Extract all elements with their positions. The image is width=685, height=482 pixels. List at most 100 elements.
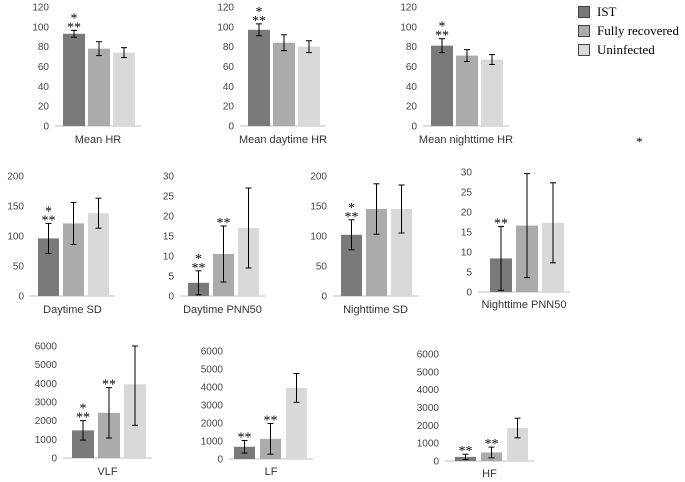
panel-mean-daytime-hr: 0 20 40 60 80 100 120 *** Mean daytime HR [217,3,327,147]
bar-hf-uninfected [507,428,528,461]
legend-item-fully-recovered: Fully recovered [578,21,679,40]
y-tick-label-nighttime-pnn50: 25 [461,188,473,199]
y-tick-label-mean-nighttime-hr: 20 [406,102,418,113]
panel-nighttime-pnn50: 0 5 10 15 20 25 30 ** Nighttime PNN50 [461,168,570,311]
stray-asterisk: * [636,134,643,149]
y-tick-label-daytime-pnn50: 10 [163,252,175,263]
significance-mark-nighttime-sd: ** [345,210,359,225]
y-tick-label-nighttime-sd: 200 [310,172,327,183]
y-tick-label-mean-daytime-hr: 120 [217,3,234,14]
bar-mean-nighttime-hr-fully-recovered [456,55,478,126]
panel-title-mean-hr: Mean HR [75,134,122,146]
y-tick-label-nighttime-sd: 150 [310,202,327,213]
y-tick-label-mean-nighttime-hr: 120 [400,3,417,14]
significance-mark-mean-daytime-hr: ** [252,14,266,29]
panel-daytime-sd: 0 50 100 150 200 *** Daytime SD [7,172,115,316]
y-tick-label-mean-daytime-hr: 20 [223,102,235,113]
panel-mean-hr: 0 20 40 60 80 100 120 *** Mean HR [32,3,141,146]
legend-swatch-uninfected [578,43,590,56]
panel-mean-nighttime-hr: 0 20 40 60 80 100 120 *** Mean nighttime HR [400,3,513,147]
y-tick-label-nighttime-sd: 0 [321,292,327,303]
bar-daytime-sd-ist [38,238,59,296]
y-tick-label-lf: 5000 [201,365,224,376]
y-tick-label-daytime-pnn50: 15 [163,232,175,243]
panel-title-mean-daytime-hr: Mean daytime HR [239,134,327,146]
significance-mark-mean-hr: * [71,11,78,26]
y-tick-label-mean-nighttime-hr: 0 [411,122,417,133]
y-tick-label-vlf: 6000 [35,342,58,353]
y-tick-label-mean-daytime-hr: 100 [217,22,234,33]
y-tick-label-vlf: 0 [51,454,57,465]
y-tick-label-nighttime-pnn50: 20 [461,208,473,219]
significance-mark-mean-nighttime-hr: ** [435,29,449,44]
y-tick-label-nighttime-pnn50: 5 [466,268,472,279]
significance-mark-mean-daytime-hr: * [256,5,263,20]
bar-mean-hr-fully-recovered [88,48,110,126]
significance-mark-lf: ** [264,414,278,429]
significance-mark-daytime-pnn50: ** [192,261,206,276]
panel-title-hf: HF [482,468,497,480]
significance-mark-daytime-sd: * [45,204,52,219]
y-tick-label-hf: 6000 [417,350,440,361]
significance-mark-daytime-sd: ** [42,213,56,228]
panel-title-vlf: VLF [97,466,117,478]
y-tick-label-daytime-sd: 50 [13,262,25,273]
y-tick-label-daytime-pnn50: 0 [168,292,174,303]
significance-mark-lf: ** [238,430,252,445]
significance-mark-nighttime-sd: * [348,201,355,216]
y-tick-label-mean-nighttime-hr: 40 [406,82,418,93]
y-tick-label-vlf: 5000 [35,360,58,371]
significance-mark-vlf: ** [76,411,90,426]
y-tick-label-lf: 6000 [201,347,224,358]
panel-title-nighttime-pnn50: Nighttime PNN50 [482,299,567,311]
legend-label-uninfected: Uninfected [597,41,655,57]
legend-swatch-fully-recovered [578,24,590,37]
bar-mean-daytime-hr-uninfected [298,46,320,126]
bar-nighttime-sd-ist [341,234,362,296]
y-tick-label-lf: 2000 [201,419,224,430]
panel-lf: 0 1000 2000 3000 4000 5000 6000 ** ** LF [201,347,313,478]
bar-nighttime-sd-uninfected [391,209,412,296]
significance-mark-hf: ** [459,444,473,459]
y-tick-label-mean-daytime-hr: 0 [228,122,234,133]
y-tick-label-hf: 4000 [417,385,440,396]
y-tick-label-vlf: 3000 [35,398,58,409]
y-tick-label-hf: 3000 [417,403,440,414]
legend-swatch-ist [578,5,590,18]
bar-nighttime-sd-fully-recovered [366,209,387,296]
y-tick-label-daytime-pnn50: 25 [163,192,175,203]
panel-title-mean-nighttime-hr: Mean nighttime HR [419,134,513,146]
bar-mean-daytime-hr-fully-recovered [273,42,295,127]
y-tick-label-daytime-sd: 0 [18,292,24,303]
y-tick-label-vlf: 1000 [35,435,58,446]
y-tick-label-mean-nighttime-hr: 80 [406,42,418,53]
legend-item-uninfected: Uninfected [578,40,679,59]
y-tick-label-hf: 5000 [417,367,440,378]
y-tick-label-hf: 0 [433,457,439,468]
y-tick-label-mean-hr: 120 [32,3,49,14]
legend: IST Fully recovered Uninfected [578,2,679,59]
significance-mark-nighttime-pnn50: ** [494,216,508,231]
bar-mean-daytime-hr-ist [248,29,270,126]
bar-vlf-ist [72,430,94,458]
y-tick-label-mean-hr: 80 [38,42,50,53]
y-tick-label-mean-daytime-hr: 40 [223,82,235,93]
y-tick-label-mean-hr: 20 [38,102,50,113]
significance-mark-hf: ** [485,437,499,452]
y-tick-label-daytime-sd: 150 [7,202,24,213]
y-tick-label-nighttime-pnn50: 0 [466,288,472,299]
y-tick-label-lf: 4000 [201,383,224,394]
bar-daytime-sd-fully-recovered [63,223,84,296]
y-tick-label-mean-daytime-hr: 60 [223,62,235,73]
y-tick-label-mean-daytime-hr: 80 [223,42,235,53]
legend-label-ist: IST [597,3,617,19]
legend-item-ist: IST [578,2,679,21]
panel-title-nighttime-sd: Nighttime SD [343,304,408,316]
significance-mark-daytime-pnn50: ** [217,216,231,231]
y-tick-label-daytime-sd: 200 [7,172,24,183]
y-tick-label-hf: 2000 [417,421,440,432]
significance-mark-daytime-pnn50: * [195,252,202,267]
y-tick-label-nighttime-pnn50: 10 [461,248,473,259]
